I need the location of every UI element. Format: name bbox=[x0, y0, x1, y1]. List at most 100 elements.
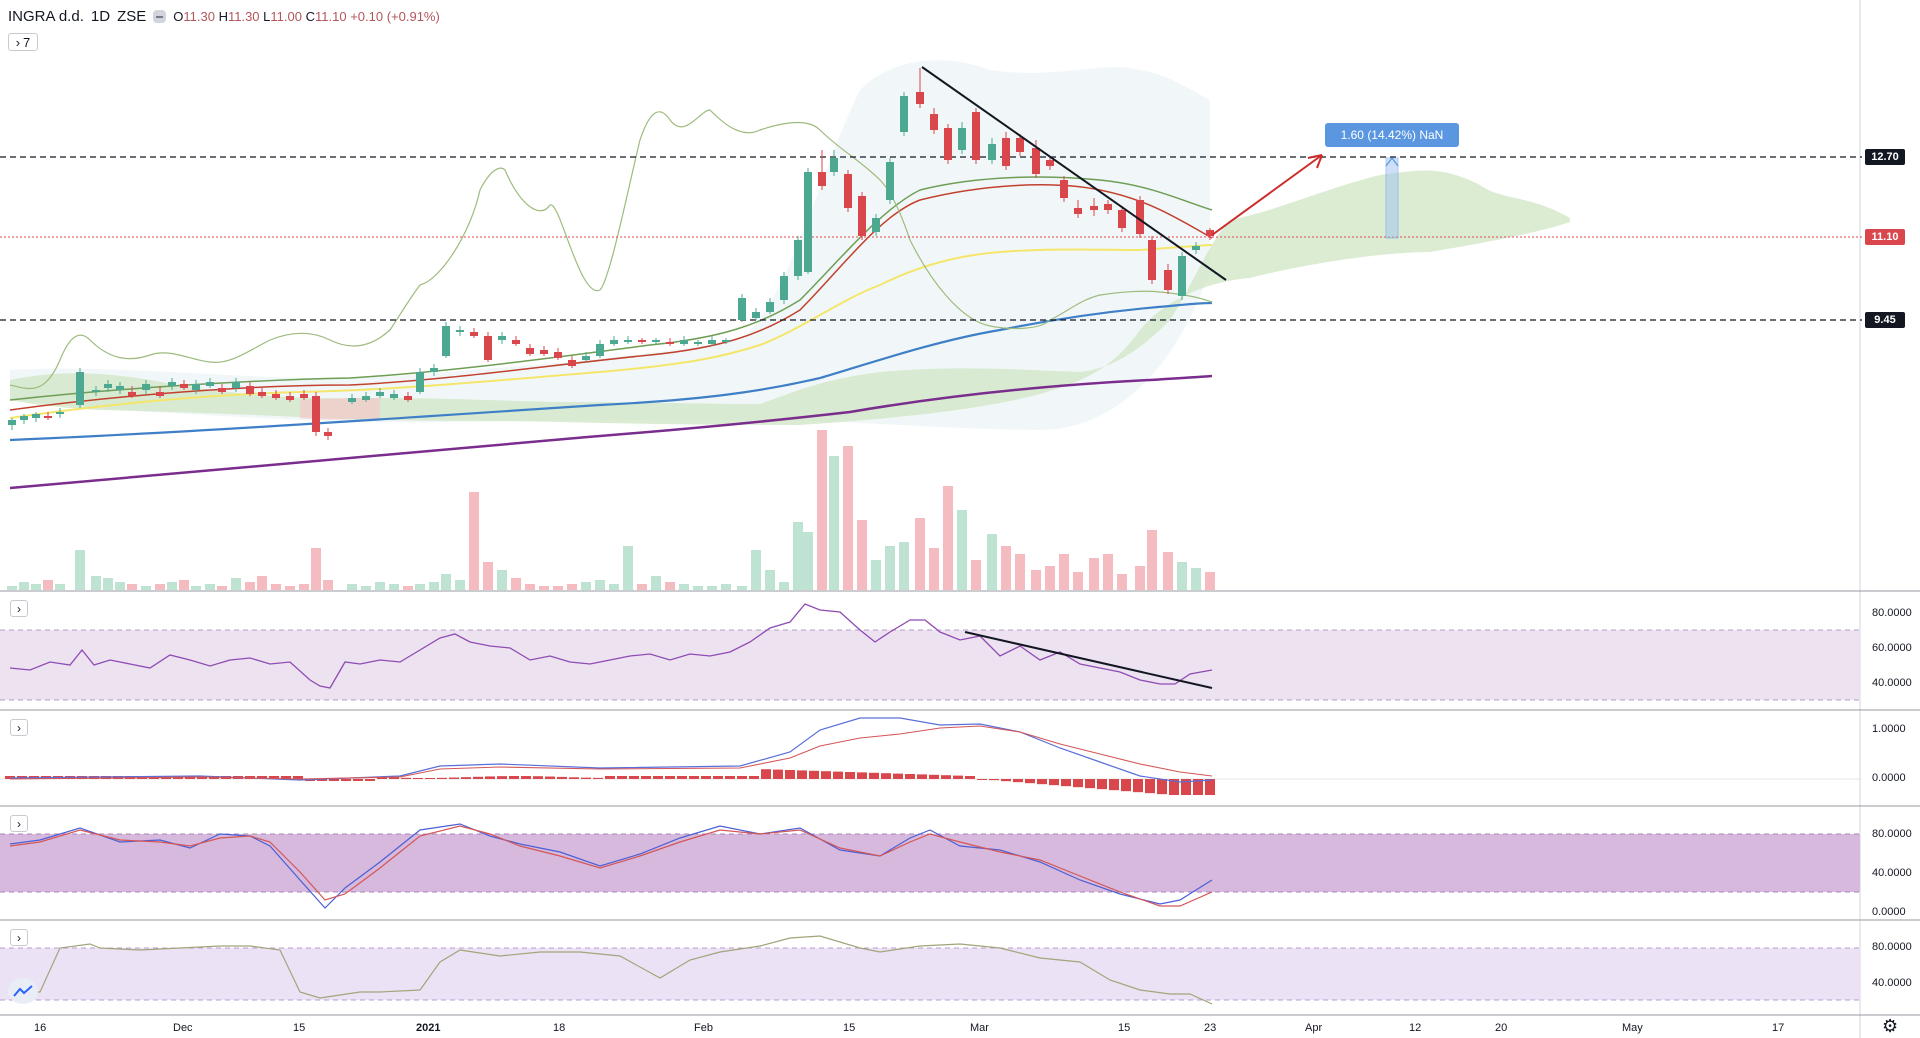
rsi-band bbox=[0, 630, 1860, 700]
macd-hist-bar bbox=[341, 779, 351, 781]
time-axis-label: Feb bbox=[694, 1022, 713, 1034]
volume-bar bbox=[525, 584, 535, 590]
volume-bar bbox=[915, 518, 925, 590]
candle-body bbox=[116, 386, 124, 390]
volume-bar bbox=[469, 492, 479, 590]
candle-body bbox=[624, 340, 632, 342]
volume-bar bbox=[679, 584, 689, 590]
candle-body bbox=[258, 392, 266, 396]
volume-bar bbox=[943, 486, 953, 590]
projection-label[interactable]: 1.60 (14.42%) NaN bbox=[1325, 123, 1459, 147]
osc4-axis-label: 40.0000 bbox=[1872, 977, 1912, 989]
macd-axis-label: 1.0000 bbox=[1872, 723, 1906, 735]
gear-icon[interactable]: ⚙ bbox=[1882, 1016, 1899, 1036]
last-price-tag: 11.10 bbox=[1865, 229, 1905, 245]
volume-bar bbox=[843, 446, 853, 590]
macd-hist-bar bbox=[389, 777, 399, 779]
candle-body bbox=[818, 172, 826, 186]
symbol-legend[interactable]: INGRA d.d. 1D ZSE O11.30 H11.30 L11.00 C… bbox=[8, 8, 440, 25]
indicators-toggle-button[interactable]: › 7 bbox=[8, 33, 38, 51]
volume-bar bbox=[217, 586, 227, 590]
candle-body bbox=[92, 390, 100, 392]
macd-hist-bar bbox=[941, 775, 951, 779]
trend-line[interactable] bbox=[921, 66, 1227, 281]
candle-body bbox=[844, 174, 852, 208]
volume-bar bbox=[497, 570, 507, 590]
candle-body bbox=[568, 360, 576, 366]
candle-body bbox=[1192, 246, 1200, 250]
time-axis-label: May bbox=[1622, 1022, 1643, 1034]
candle-body bbox=[404, 396, 412, 400]
volume-bar bbox=[765, 570, 775, 590]
macd-hist-bar bbox=[593, 777, 603, 779]
volume-bar bbox=[971, 560, 981, 590]
volume-bar bbox=[75, 550, 85, 590]
macd-hist-bar bbox=[533, 776, 543, 779]
candle-body bbox=[766, 302, 774, 312]
macd-hist-bar bbox=[365, 779, 375, 781]
volume-bar bbox=[1147, 530, 1157, 590]
candle-body bbox=[972, 112, 980, 160]
candle-body bbox=[142, 384, 150, 390]
macd-hist-bar bbox=[797, 770, 807, 779]
macd-hist-bar bbox=[1037, 779, 1047, 785]
volume-bar bbox=[455, 580, 465, 590]
macd-hist-bar bbox=[701, 776, 711, 779]
candle-body bbox=[652, 340, 660, 342]
candle-body bbox=[988, 144, 996, 160]
rsi-pane-toggle[interactable]: › bbox=[10, 600, 28, 617]
candle-body bbox=[1060, 180, 1068, 198]
macd-hist-bar bbox=[617, 776, 627, 779]
macd-hist-bar bbox=[401, 777, 411, 779]
stoch-pane-toggle[interactable]: › bbox=[10, 815, 28, 832]
candle-body bbox=[104, 384, 112, 388]
ma-green-line bbox=[9, 176, 1213, 401]
volume-bar bbox=[167, 582, 177, 590]
projection-arrow[interactable] bbox=[1211, 154, 1323, 236]
candle-body bbox=[498, 336, 506, 340]
volume-bar bbox=[429, 582, 439, 590]
candle-body bbox=[44, 416, 52, 418]
volume-bar bbox=[1015, 554, 1025, 590]
stoch-axis-label: 80.0000 bbox=[1872, 828, 1912, 840]
macd-hist-bar bbox=[749, 776, 759, 779]
volume-bar bbox=[595, 580, 605, 590]
macd-hist-bar bbox=[1013, 779, 1023, 783]
candle-body bbox=[708, 340, 716, 344]
macd-hist-bar bbox=[821, 771, 831, 779]
candle-body bbox=[1032, 148, 1040, 174]
volume-bar bbox=[127, 584, 137, 590]
macd-hist-bar bbox=[1133, 779, 1143, 793]
projection-range-box[interactable] bbox=[1385, 157, 1399, 239]
candle-body bbox=[886, 162, 894, 200]
ma-yellow-line bbox=[9, 244, 1213, 419]
macd-pane-toggle[interactable]: › bbox=[10, 719, 28, 736]
macd-hist-bar bbox=[293, 776, 303, 779]
candle-body bbox=[1148, 240, 1156, 280]
volume-bar bbox=[751, 550, 761, 590]
volume-bar bbox=[311, 548, 321, 590]
candlestick-series bbox=[8, 68, 1214, 440]
tradingview-logo-icon[interactable] bbox=[8, 978, 38, 1004]
macd-hist-bar bbox=[257, 776, 267, 779]
volume-bar bbox=[55, 584, 65, 590]
volume-bar bbox=[231, 578, 241, 590]
candle-body bbox=[206, 382, 214, 386]
candle-body bbox=[484, 336, 492, 360]
macd-hist-bar bbox=[665, 776, 675, 779]
rsi-trend-line[interactable] bbox=[964, 631, 1213, 689]
candle-body bbox=[1046, 160, 1054, 166]
candle-body bbox=[300, 394, 308, 398]
hide-legend-icon[interactable] bbox=[153, 10, 167, 23]
volume-bar bbox=[1205, 572, 1215, 590]
volume-bar bbox=[389, 584, 399, 590]
stoch-axis-label: 40.0000 bbox=[1872, 867, 1912, 879]
macd-hist-bar bbox=[1073, 779, 1083, 788]
candle-body bbox=[680, 340, 688, 344]
candle-body bbox=[168, 382, 176, 386]
osc4-pane-toggle[interactable]: › bbox=[10, 929, 28, 946]
volume-bar bbox=[361, 586, 371, 590]
volume-bar bbox=[403, 586, 413, 590]
volume-bar bbox=[1103, 554, 1113, 590]
